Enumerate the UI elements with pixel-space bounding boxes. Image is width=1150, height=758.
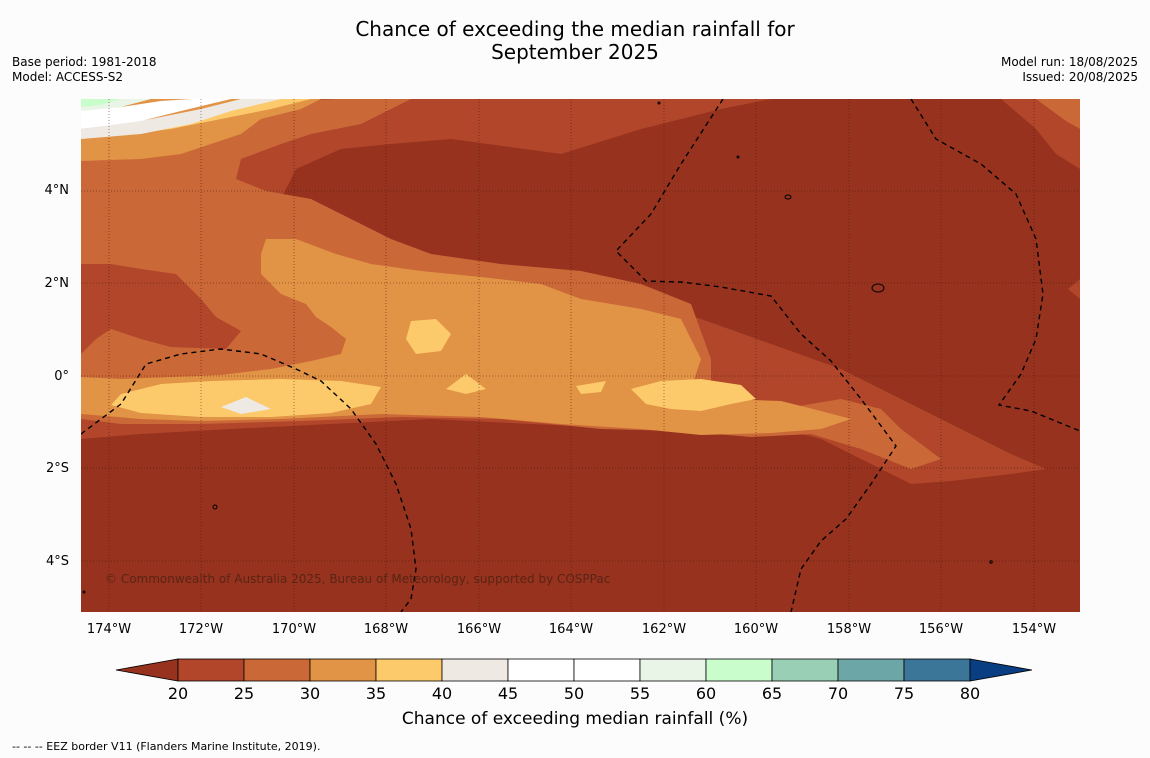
eez-border-west [81, 348, 417, 612]
lon-label-158w: 158°W [826, 622, 872, 637]
colorbar-swatch [177, 658, 245, 682]
island-marker [871, 283, 885, 293]
island-marker [784, 194, 792, 200]
lat-label-2s: 2°S [45, 461, 69, 476]
band-60-65 [81, 99, 121, 107]
colorbar-swatch [309, 658, 377, 682]
lat-label-4n: 4°N [44, 183, 70, 198]
island-marker [736, 155, 740, 159]
band-20-25-east-2 [1068, 279, 1080, 299]
band-35-40-center-2 [446, 374, 486, 394]
title-line-2: September 2025 [491, 40, 659, 64]
colorbar-swatch [837, 658, 905, 682]
copyright-notice: © Commonwealth of Australia 2025, Bureau… [105, 572, 611, 586]
lon-label-164w: 164°W [548, 622, 594, 637]
map-contours [81, 99, 1080, 612]
band-35-40-east [576, 381, 606, 394]
eez-border-central [615, 99, 897, 612]
lat-label-0: 0° [54, 369, 69, 384]
base-period-info: Base period: 1981-2018 Model: ACCESS-S2 [12, 55, 157, 85]
colorbar-swatch [243, 658, 311, 682]
colorbar-tick-label: 75 [893, 684, 915, 703]
island-marker [212, 504, 218, 510]
band-45-55 [81, 99, 231, 129]
lon-label-156w: 156°W [918, 622, 964, 637]
colorbar-tick-label: 20 [167, 684, 189, 703]
colorbar-swatch [507, 658, 575, 682]
lon-label-160w: 160°W [733, 622, 779, 637]
colorbar-tick-label: 30 [299, 684, 321, 703]
lon-label-154w: 154°W [1011, 622, 1057, 637]
island-marker [989, 560, 993, 564]
colorbar-swatch [441, 658, 509, 682]
band-35-40-center [406, 319, 451, 354]
lon-label-172w: 172°W [178, 622, 224, 637]
colorbar-tick-label: 40 [431, 684, 453, 703]
base-period-text: Base period: 1981-2018 [12, 55, 157, 69]
band-35-40-east-2 [631, 379, 756, 411]
colorbar-swatch [375, 658, 443, 682]
title-line-1: Chance of exceeding the median rainfall … [355, 17, 795, 41]
colorbar [115, 658, 1033, 682]
colorbar-tick-label: 55 [629, 684, 651, 703]
eez-border-east [910, 99, 1080, 432]
eez-footnote: -- -- -- EEZ border V11 (Flanders Marine… [12, 740, 321, 753]
model-text: Model: ACCESS-S2 [12, 70, 124, 84]
lon-label-168w: 168°W [363, 622, 409, 637]
eez-borders [81, 99, 1080, 612]
colorbar-tick-label: 60 [695, 684, 717, 703]
islands [82, 101, 993, 594]
run-info: Model run: 18/08/2025 Issued: 20/08/2025 [1001, 55, 1138, 85]
colorbar-swatch [903, 658, 971, 682]
band-40-45-west [221, 397, 271, 414]
colorbar-tick-label: 80 [959, 684, 981, 703]
colorbar-swatch [771, 658, 839, 682]
lon-label-174w: 174°W [86, 622, 132, 637]
colorbar-swatch [705, 658, 773, 682]
colorbar-swatch [639, 658, 707, 682]
lat-label-4s: 4°S [45, 554, 69, 569]
island-marker [657, 101, 661, 105]
colorbar-extend-high [969, 658, 1033, 682]
map-title: Chance of exceeding the median rainfall … [0, 18, 1150, 64]
island-marker [82, 590, 86, 594]
colorbar-extend-low [115, 658, 179, 682]
band-25-30-east [1036, 99, 1080, 129]
colorbar-tick-label: 35 [365, 684, 387, 703]
model-run-text: Model run: 18/08/2025 [1000, 55, 1138, 69]
colorbar-tick-label: 70 [827, 684, 849, 703]
lon-label-166w: 166°W [456, 622, 502, 637]
colorbar-tick-label: 65 [761, 684, 783, 703]
band-40-45 [81, 99, 281, 139]
colorbar-swatch [573, 658, 641, 682]
colorbar-title: Chance of exceeding median rainfall (%) [401, 709, 749, 729]
issued-text: Issued: 20/08/2025 [1022, 70, 1138, 84]
colorbar-tick-label: 50 [563, 684, 585, 703]
lon-label-170w: 170°W [271, 622, 317, 637]
colorbar-tick-label: 25 [233, 684, 255, 703]
lat-label-2n: 2°N [44, 276, 70, 291]
colorbar-tick-label: 45 [497, 684, 519, 703]
lon-label-162w: 162°W [641, 622, 687, 637]
map-area [81, 99, 1080, 612]
